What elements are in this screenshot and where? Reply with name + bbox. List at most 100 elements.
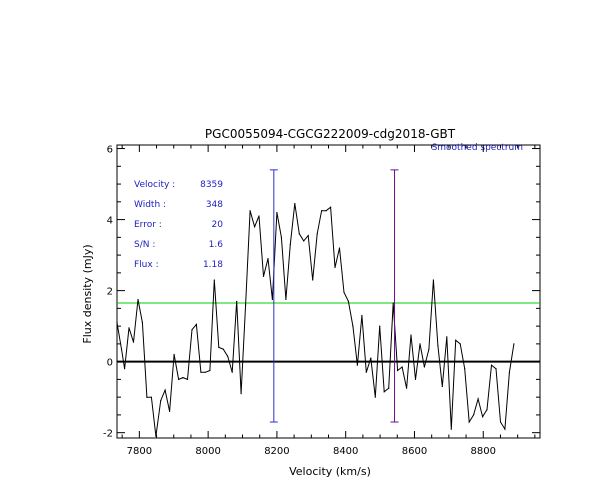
spectrum-point — [132, 341, 135, 343]
spectrum-point — [441, 385, 443, 388]
spectrum-point — [419, 343, 421, 345]
spectrum-point — [231, 371, 233, 373]
annotation-label: Width : — [134, 200, 166, 210]
spectrum-line — [116, 203, 515, 437]
velocity-markers — [269, 169, 399, 423]
y-tick-label: 0 — [107, 358, 113, 369]
spectrum-point — [204, 371, 206, 373]
spectrum-point — [504, 428, 506, 430]
spectrum-point — [482, 416, 484, 418]
spectrum-point — [352, 325, 354, 327]
spectrum-point — [178, 378, 180, 380]
spectrum-point — [321, 210, 323, 212]
spectrum-point — [267, 258, 269, 260]
spectrum-point — [468, 421, 470, 423]
spectrum-point — [379, 325, 381, 327]
spectrum-point — [254, 226, 256, 228]
spectrum-point — [218, 346, 220, 348]
spectrum-point — [209, 369, 211, 372]
x-tick-label: 7800 — [127, 446, 152, 457]
spectrum-point — [437, 345, 439, 347]
spectrum-point — [195, 323, 197, 325]
spectrum-point — [240, 393, 242, 395]
annotation-value: 1.6 — [209, 240, 224, 250]
spectrum-point — [124, 368, 126, 370]
spectrum-point — [383, 391, 385, 393]
spectrum-point — [116, 322, 118, 324]
spectrum-point — [186, 378, 189, 380]
spectrum-point — [397, 369, 399, 372]
spectrum-point — [361, 314, 363, 317]
spectrum-point — [414, 378, 417, 380]
spectrum-point — [173, 353, 175, 356]
x-axis-label: Velocity (km/s) — [289, 465, 371, 478]
annotation-value: 1.18 — [203, 260, 223, 270]
y-tick-label: 6 — [107, 145, 113, 156]
x-tick-label: 8800 — [471, 446, 496, 457]
spectrum-point — [499, 421, 502, 423]
spectrum-point — [513, 343, 515, 345]
y-tick-label: 2 — [107, 287, 113, 298]
annotation-value: 20 — [212, 220, 224, 230]
spectrum-point — [164, 389, 166, 391]
annotation-label: Velocity : — [134, 180, 175, 190]
spectrum-point — [285, 298, 287, 301]
x-tick-label: 8000 — [195, 446, 220, 457]
spectrum-point — [294, 203, 296, 205]
spectrum-point — [307, 235, 309, 237]
spectrum-point — [236, 300, 238, 302]
spectrum-point — [473, 414, 475, 416]
spectrum-point — [280, 236, 282, 238]
spectrum-point — [477, 398, 479, 400]
spectrum-point — [303, 240, 305, 242]
spectrum-point — [374, 396, 376, 398]
spectrum-point — [146, 396, 148, 398]
spectrum-point — [356, 364, 358, 366]
spectrum-point — [258, 215, 260, 217]
spectrum-point — [137, 298, 139, 301]
spectrum-point — [334, 266, 336, 269]
spectrum-point — [330, 206, 332, 208]
spectrum-point — [325, 210, 327, 212]
spectrum-point — [370, 357, 372, 359]
spectrum-point — [464, 368, 466, 370]
spectrum-point — [160, 400, 162, 402]
spectrum-point — [222, 348, 224, 350]
spectrum-point — [227, 355, 229, 357]
spectrum-point — [490, 364, 493, 366]
spectrum-point — [316, 233, 318, 235]
plot-frame — [116, 144, 541, 439]
spectrum-point — [249, 210, 251, 212]
spectrum-point — [271, 298, 273, 301]
spectrum-point — [128, 327, 130, 329]
spectrum-point — [428, 348, 430, 350]
spectrum-point — [276, 211, 278, 214]
spectrum-point — [289, 243, 291, 245]
spectrum-point — [245, 304, 247, 306]
axis-ticks: 7800 8000 8200 8400 8600 8800 -2 0 2 4 6 — [103, 145, 540, 457]
y-tick-label: -2 — [103, 429, 113, 440]
spectrum-point — [406, 387, 408, 389]
legend-label: Smoothed spectrum — [432, 143, 523, 153]
spectrum-point — [191, 329, 193, 331]
spectrum-point — [120, 348, 123, 350]
spectrum-point — [365, 371, 367, 373]
annotation-label: Error : — [134, 220, 162, 230]
spectrum-point — [169, 410, 171, 412]
series-layer — [116, 203, 515, 437]
spectrum-point — [213, 279, 215, 281]
spectrum-point — [262, 275, 265, 277]
spectrum-point — [410, 334, 412, 336]
spectrum-point — [459, 343, 461, 345]
annotation-label: S/N : — [134, 240, 155, 250]
spectrum-point — [182, 377, 184, 379]
spectrum-point — [347, 300, 349, 302]
spectrum-point — [338, 247, 341, 249]
spectrum-point — [432, 279, 434, 281]
spectrum-point — [150, 396, 152, 398]
spectrum-point — [200, 371, 202, 373]
spectrum-point — [392, 302, 394, 304]
annotation-value: 8359 — [200, 180, 223, 190]
spectrum-point — [388, 387, 390, 389]
